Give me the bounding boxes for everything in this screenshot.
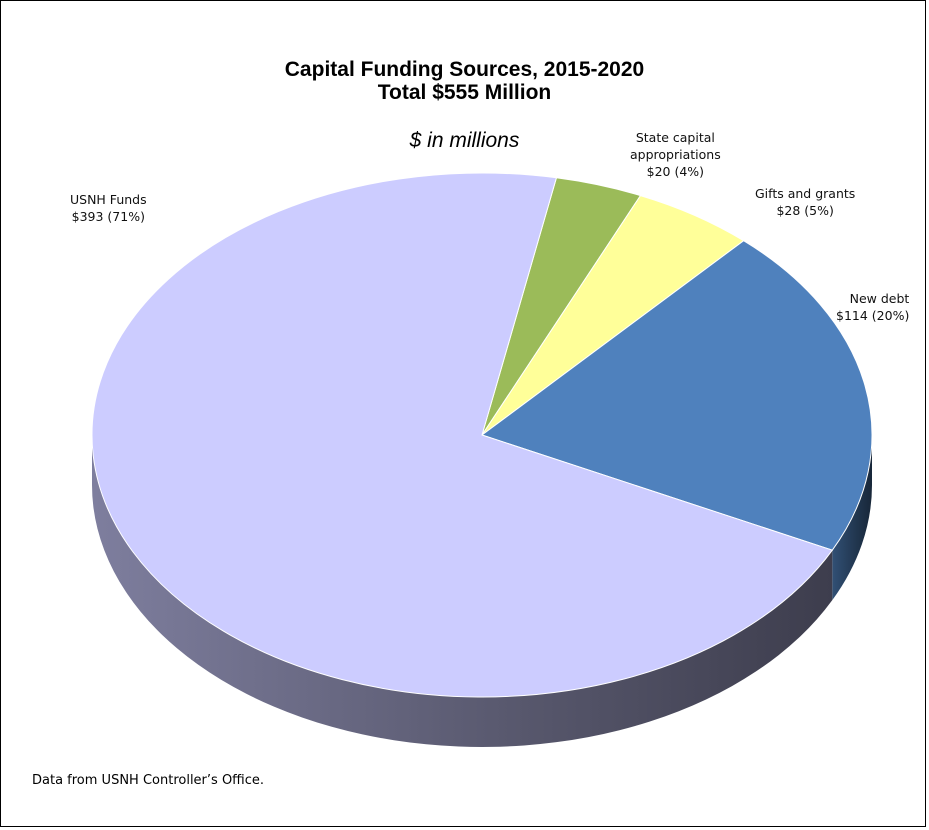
slice-label-gifts-grants: Gifts and grants $28 (5%) — [755, 185, 855, 219]
slice-label-usnh-funds: USNH Funds $393 (71%) — [70, 191, 147, 225]
slice-label-state-capital: State capital appropriations $20 (4%) — [630, 129, 721, 180]
source-note: Data from USNH Controller’s Office. — [32, 773, 264, 788]
slice-label-new-debt: New debt $114 (20%) — [836, 290, 909, 324]
